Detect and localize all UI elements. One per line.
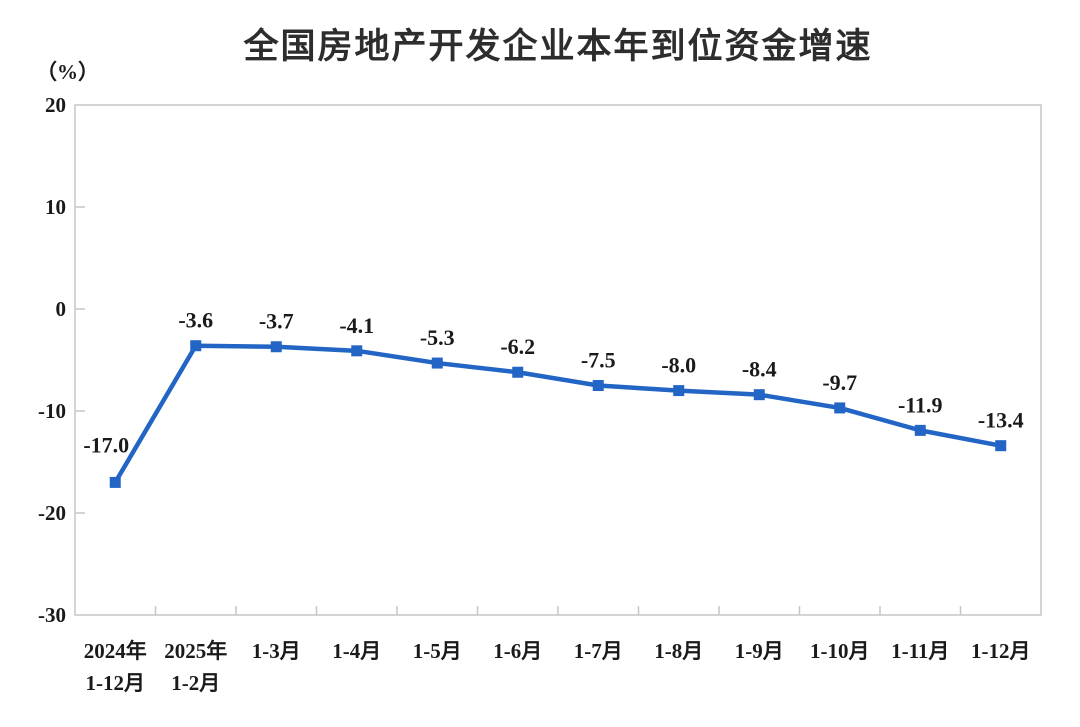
data-point-label: -5.3 [420, 325, 455, 350]
data-point-label: -17.0 [83, 432, 129, 457]
data-point-label: -7.5 [581, 348, 616, 373]
data-point-label: -4.1 [339, 313, 374, 338]
data-point-marker [431, 357, 443, 369]
x-axis-tick-label: 1-6月 [493, 639, 542, 663]
data-point-label: -6.2 [500, 334, 535, 359]
chart-title: 全国房地产开发企业本年到位资金增速 [243, 27, 873, 66]
data-point-marker [914, 424, 926, 436]
data-point-label: -8.4 [742, 357, 777, 382]
y-axis-unit-label: （%） [36, 60, 99, 84]
data-point-marker [109, 476, 121, 488]
data-point-marker [190, 340, 202, 352]
data-line [113, 343, 1003, 485]
data-point-marker [753, 389, 765, 401]
y-axis-tick-label: 0 [56, 297, 67, 321]
x-axis-tick-label: 1-3月 [252, 639, 301, 663]
x-axis-tick-label: 1-7月 [574, 639, 623, 663]
data-point-label: -8.0 [661, 353, 696, 378]
x-axis-tick-label: 1-12月 [86, 671, 146, 695]
x-axis-tick-label: 1-4月 [332, 639, 381, 663]
data-point-marker [834, 402, 846, 414]
y-axis-tick-label: -30 [38, 603, 66, 627]
data-point-label: -3.6 [178, 308, 213, 333]
x-axis-tick-label: 1-5月 [413, 639, 462, 663]
data-point-marker [592, 380, 604, 391]
data-point-marker [270, 341, 282, 353]
data-point-marker [512, 366, 524, 378]
data-point-label: -13.4 [978, 408, 1024, 433]
data-point-label: -3.7 [259, 309, 294, 334]
data-point-marker [673, 385, 685, 397]
data-point-marker [351, 345, 363, 357]
data-point-label: -11.9 [898, 392, 943, 417]
y-axis-tick-label: 20 [45, 93, 66, 117]
x-axis-tick-label: 1-2月 [171, 671, 220, 695]
y-axis-tick-label: 10 [45, 195, 66, 219]
data-point-marker [995, 440, 1007, 452]
x-axis-tick-label: 1-8月 [654, 639, 703, 663]
y-axis-tick-label: -10 [38, 399, 66, 423]
x-axis-tick-label: 1-12月 [971, 639, 1031, 663]
plot-frame [74, 104, 1042, 616]
x-axis-tick-label: 1-11月 [891, 639, 949, 663]
x-axis-tick-label: 1-10月 [810, 639, 870, 663]
x-axis-tick-label: 2025年 [164, 639, 227, 663]
data-point-label: -9.7 [822, 370, 857, 395]
x-axis-tick-label: 1-9月 [735, 639, 784, 663]
y-axis-tick-label: -20 [38, 501, 66, 525]
x-axis-tick-label: 2024年 [84, 639, 147, 663]
